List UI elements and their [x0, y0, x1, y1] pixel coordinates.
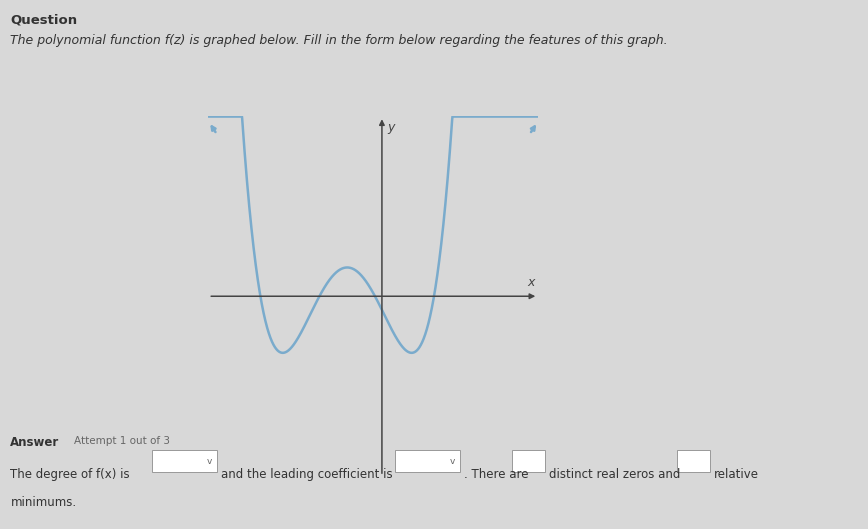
Text: The polynomial function f(z) is graphed below. Fill in the form below regarding : The polynomial function f(z) is graphed …	[10, 34, 668, 48]
Text: x: x	[528, 276, 535, 289]
Text: y: y	[387, 121, 394, 134]
Text: Question: Question	[10, 13, 77, 26]
Text: relative: relative	[713, 468, 759, 481]
Text: . There are: . There are	[464, 468, 529, 481]
Text: Attempt 1 out of 3: Attempt 1 out of 3	[74, 436, 170, 446]
Text: Answer: Answer	[10, 436, 60, 450]
Text: The degree of f(x) is: The degree of f(x) is	[10, 468, 130, 481]
Text: v: v	[207, 457, 212, 466]
Text: and the leading coefficient is: and the leading coefficient is	[221, 468, 393, 481]
Text: v: v	[450, 457, 455, 466]
Text: minimums.: minimums.	[10, 496, 76, 509]
Text: distinct real zeros and: distinct real zeros and	[549, 468, 680, 481]
